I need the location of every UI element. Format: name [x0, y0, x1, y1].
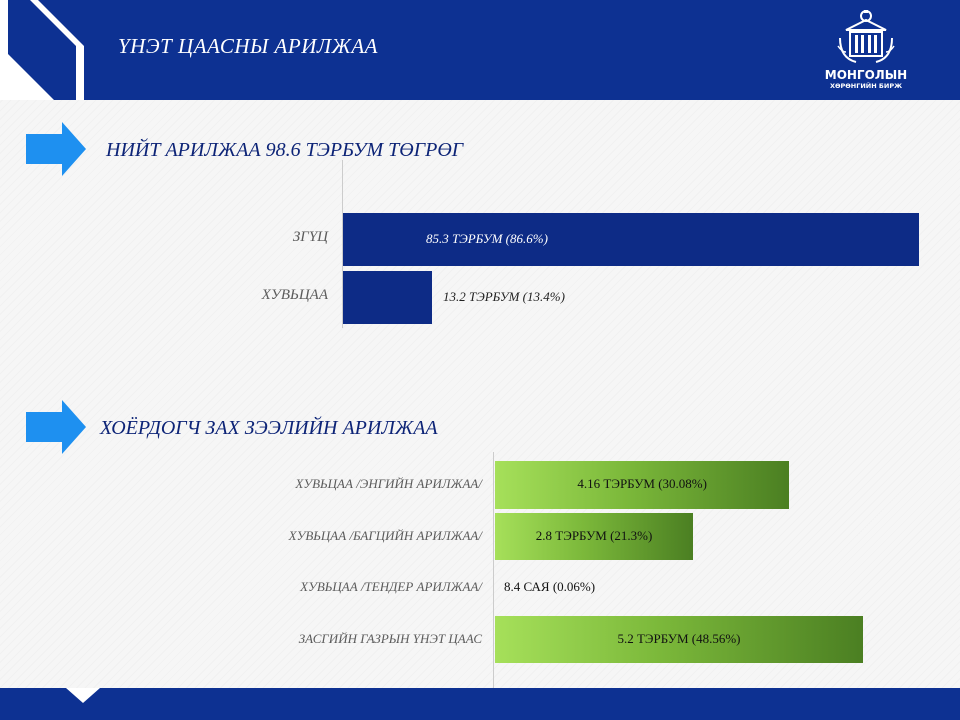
- bar: [343, 213, 919, 266]
- logo-text-main: МОНГОЛЫН: [824, 68, 908, 82]
- category-label: ХУВЬЦАА /ЭНГИЙН АРИЛЖАА/: [295, 476, 482, 491]
- footer-notch-decoration: [66, 688, 100, 703]
- arrow-right-icon: [26, 122, 86, 176]
- bar: [343, 271, 433, 324]
- bar: [495, 513, 694, 560]
- data-label: 85.3 ТЭРБУМ (86.6%): [426, 230, 548, 246]
- header-bar: ҮНЭТ ЦААСНЫ АРИЛЖАА МОНГОЛЫН ХӨРӨНГИЙН Б…: [0, 0, 960, 100]
- header-corner-decoration: [0, 0, 84, 100]
- data-label: 8.4 САЯ (0.06%): [504, 579, 596, 594]
- exchange-logo: МОНГОЛЫН ХӨРӨНГИЙН БИРЖ: [820, 8, 912, 92]
- section-title-secondary: ХОЁРДОГЧ ЗАХ ЗЭЭЛИЙН АРИЛЖАА: [100, 417, 438, 439]
- category-label: ХУВЬЦАА: [261, 286, 328, 303]
- data-label: 13.2 ТЭРБУМ (13.4%): [443, 288, 565, 304]
- data-label: 5.2 ТЭРБУМ (48.56%): [617, 630, 741, 646]
- arrow-right-icon: [26, 400, 86, 454]
- data-label: 2.8 ТЭРБУМ (21.3%): [535, 527, 653, 543]
- category-label: ЗГҮЦ: [292, 228, 328, 245]
- chart2-axis: [493, 452, 494, 717]
- category-label: ХУВЬЦАА /БАГЦИЙН АРИЛЖАА/: [288, 527, 482, 543]
- data-label: 4.16 ТЭРБУМ (30.08%): [577, 476, 707, 491]
- page-title: ҮНЭТ ЦААСНЫ АРИЛЖАА: [118, 34, 378, 58]
- building-emblem-icon: [837, 10, 895, 63]
- footer-bar: [0, 688, 960, 720]
- bar: [495, 461, 790, 509]
- section-title-total: НИЙТ АРИЛЖАА 98.6 ТЭРБУМ ТӨГРӨГ: [106, 139, 464, 161]
- category-label: ХУВЬЦАА /ТЕНДЕР АРИЛЖАА/: [300, 579, 482, 594]
- category-label: ЗАСГИЙН ГАЗРЫН ҮНЭТ ЦААС: [298, 630, 482, 646]
- bar: [495, 616, 863, 663]
- chart1-axis: [342, 160, 343, 328]
- logo-text-sub: ХӨРӨНГИЙН БИРЖ: [829, 82, 903, 90]
